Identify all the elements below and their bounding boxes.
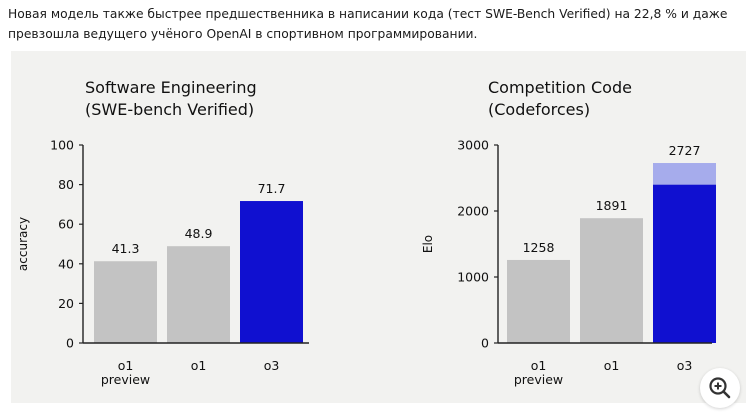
y-tick-label: 0 — [481, 336, 489, 351]
y-tick-label: 80 — [58, 177, 74, 192]
bar-o3-base — [653, 184, 716, 343]
bar — [240, 201, 303, 343]
benchmark-figure: Software Engineering (SWE-bench Verified… — [11, 51, 746, 403]
x-tick-label: o1 — [604, 358, 620, 373]
y-tick-label: 60 — [58, 217, 74, 232]
x-tick-label: o3 — [264, 358, 280, 373]
bar-value-label: 71.7 — [258, 181, 286, 196]
x-tick-label: o1 — [118, 358, 134, 373]
chart-title-line1: Software Engineering — [85, 78, 257, 97]
bar — [507, 259, 570, 343]
y-axis-label: accuracy — [16, 217, 30, 271]
y-axis-label: Elo — [421, 235, 435, 253]
y-tick-label: 3000 — [457, 138, 489, 153]
y-tick-label: 2000 — [457, 204, 489, 219]
y-tick-label: 100 — [50, 138, 74, 153]
codeforces-chart: Competition Code (Codeforces) 0 1000 2000 3… — [376, 51, 746, 403]
bar-value-label: 41.3 — [112, 241, 140, 256]
x-tick-label: preview — [514, 372, 563, 387]
y-tick-label: 0 — [66, 336, 74, 351]
bar — [167, 246, 230, 343]
article-paragraph: Новая модель также быстрее предшественни… — [8, 7, 728, 41]
bar-value-label: 1258 — [523, 240, 555, 255]
bar-value-label: 2727 — [669, 143, 701, 158]
bar-o3-extra — [653, 163, 716, 185]
bar — [94, 261, 157, 343]
bar-value-label: 48.9 — [185, 226, 213, 241]
chart-title-line2: (Codeforces) — [488, 100, 591, 119]
bar-value-label: 1891 — [596, 198, 628, 213]
swe-bench-chart: Software Engineering (SWE-bench Verified… — [11, 51, 376, 403]
x-tick-label: preview — [101, 372, 150, 387]
chart-title-line1: Competition Code — [488, 78, 632, 97]
bar — [580, 218, 643, 343]
y-tick-label: 1000 — [457, 270, 489, 285]
y-tick-label: 40 — [58, 256, 74, 271]
x-tick-label: o3 — [677, 358, 693, 373]
x-tick-label: o1 — [531, 358, 547, 373]
y-tick-label: 20 — [58, 296, 74, 311]
x-tick-label: o1 — [191, 358, 207, 373]
zoom-button[interactable] — [700, 368, 740, 408]
chart-title-line2: (SWE-bench Verified) — [85, 100, 255, 119]
zoom-in-icon — [709, 377, 731, 399]
